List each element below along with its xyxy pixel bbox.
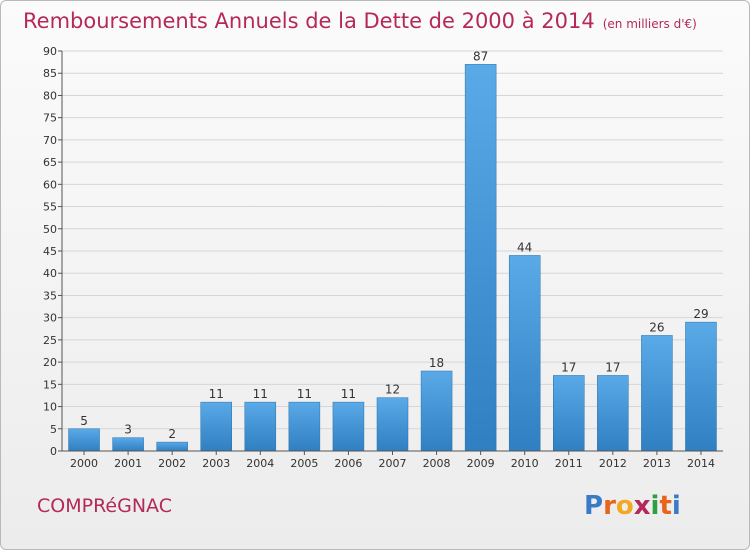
y-tick-label: 75 — [43, 112, 57, 125]
value-label-2006: 11 — [341, 387, 356, 401]
chart-title-text: Remboursements Annuels de la Dette de 20… — [23, 9, 595, 33]
bar-2008 — [420, 370, 453, 452]
y-tick-label: 60 — [43, 178, 57, 191]
x-tick-label-2006: 2006 — [334, 457, 362, 470]
y-axis: 0 5 10 15 20 25 30 35 40 45 50 55 60 65 70 75 80 85 90 — [43, 45, 63, 458]
value-label-2001: 3 — [124, 423, 132, 437]
value-label-2003: 11 — [209, 387, 224, 401]
bar-2006 — [332, 401, 365, 452]
y-tick-label: 40 — [43, 267, 57, 280]
bar-2014 — [685, 321, 717, 452]
bar-2009 — [464, 64, 497, 452]
y-tick-label: 80 — [43, 89, 57, 102]
x-tick-label-2002: 2002 — [158, 457, 186, 470]
value-label-2002: 2 — [168, 427, 176, 441]
value-label-2009: 87 — [473, 49, 488, 63]
value-label-2004: 11 — [253, 387, 268, 401]
value-label-2014: 29 — [693, 307, 708, 321]
value-label-2011: 17 — [561, 360, 576, 374]
value-label-2000: 5 — [80, 414, 88, 428]
value-label-2012: 17 — [605, 360, 620, 374]
bar-2013 — [641, 335, 673, 452]
value-label-2010: 44 — [517, 240, 532, 254]
logo-letter: i — [671, 491, 681, 521]
value-label-2005: 11 — [297, 387, 312, 401]
bar-2000 — [68, 428, 100, 452]
bar-2004 — [244, 401, 277, 452]
bar-2007 — [376, 397, 409, 452]
logo-letter: t — [659, 491, 672, 521]
y-tick-label: 85 — [43, 67, 57, 80]
y-tick-label: 65 — [43, 156, 57, 169]
value-label-2008: 18 — [429, 356, 444, 370]
x-tick-label-2009: 2009 — [467, 457, 495, 470]
x-tick-label-2008: 2008 — [423, 457, 451, 470]
bar-2003 — [200, 401, 232, 452]
x-tick-label-2007: 2007 — [379, 457, 407, 470]
logo-letter: P — [584, 491, 604, 521]
proxiti-logo: Proxiti — [584, 491, 681, 521]
y-tick-label: 70 — [43, 134, 57, 147]
x-tick-label-2001: 2001 — [114, 457, 142, 470]
bar-2010 — [508, 255, 541, 452]
logo-letter: r — [603, 491, 616, 521]
y-tick-label: 20 — [43, 356, 57, 369]
y-tick-label: 90 — [43, 45, 57, 58]
x-tick-label-2004: 2004 — [246, 457, 274, 470]
x-tick-label-2010: 2010 — [511, 457, 539, 470]
commune-name: COMPRéGNAC — [37, 495, 172, 517]
logo-letter: x — [633, 491, 651, 521]
chart-title: Remboursements Annuels de la Dette de 20… — [23, 9, 697, 33]
y-tick-label: 50 — [43, 223, 57, 236]
chart-unit: (en milliers d'€) — [602, 17, 697, 31]
y-tick-label: 30 — [43, 312, 57, 325]
bar-2001 — [112, 437, 144, 452]
value-label-2013: 26 — [649, 320, 664, 334]
logo-letter: o — [615, 491, 634, 521]
value-label-2007: 12 — [385, 383, 400, 397]
y-tick-label: 0 — [50, 445, 57, 458]
bars: 5 3 2 11 11 11 11 12 18 87 44 17 17 26 29 — [68, 49, 717, 452]
x-tick-label-2014: 2014 — [687, 457, 715, 470]
y-tick-label: 55 — [43, 201, 57, 214]
y-tick-label: 5 — [50, 423, 57, 436]
y-tick-label: 15 — [43, 378, 57, 391]
x-tick-label-2013: 2013 — [643, 457, 671, 470]
bar-2005 — [288, 401, 321, 452]
bar-2011 — [553, 375, 585, 452]
y-tick-label: 35 — [43, 289, 57, 302]
x-tick-label-2011: 2011 — [555, 457, 583, 470]
bar-2012 — [597, 375, 629, 452]
bar-2002 — [156, 441, 188, 452]
logo-letter: i — [650, 491, 660, 521]
y-tick-label: 25 — [43, 334, 57, 347]
x-tick-label-2000: 2000 — [70, 457, 98, 470]
x-tick-label-2005: 2005 — [290, 457, 318, 470]
y-tick-label: 45 — [43, 245, 57, 258]
x-axis: 2000 2001 2002 2003 2004 2005 2006 2007 2008 2009… — [62, 450, 723, 470]
x-tick-label-2003: 2003 — [202, 457, 230, 470]
x-tick-label-2012: 2012 — [599, 457, 627, 470]
y-tick-label: 10 — [43, 401, 57, 414]
